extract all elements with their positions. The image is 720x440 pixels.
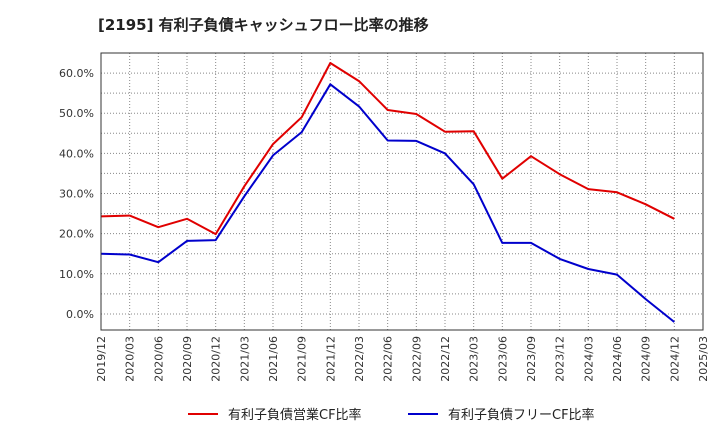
legend-label: 有利子負債営業CF比率 bbox=[228, 408, 362, 423]
x-tick-label: 2021/09 bbox=[296, 336, 309, 382]
series-lines bbox=[100, 62, 675, 323]
legend-item-free-cf: 有利子負債フリーCF比率 bbox=[408, 404, 595, 423]
x-tick-label: 2020/06 bbox=[152, 336, 165, 382]
line-chart: 0.0% 10.0% 20.0% 30.0% 40.0% 50.0% 60.0% 2019/… bbox=[59, 52, 710, 382]
x-tick-label: 2024/03 bbox=[582, 336, 595, 382]
x-tick-label: 2022/09 bbox=[410, 336, 423, 382]
legend: 有利子負債営業CF比率 有利子負債フリーCF比率 bbox=[0, 404, 720, 426]
legend-label: 有利子負債フリーCF比率 bbox=[448, 408, 595, 423]
x-tick-label: 2024/12 bbox=[668, 336, 681, 382]
grid-lines bbox=[100, 53, 704, 330]
x-tick-label: 2020/09 bbox=[181, 336, 194, 382]
chart-title: [2195] 有利子負債キャッシュフロー比率の推移 bbox=[98, 16, 429, 34]
x-tick-label: 2022/12 bbox=[439, 336, 452, 382]
y-tick-label: 60.0% bbox=[59, 67, 94, 80]
y-tick-label: 30.0% bbox=[59, 188, 94, 201]
x-tick-label: 2021/03 bbox=[238, 336, 251, 382]
x-tick-label: 2021/06 bbox=[267, 336, 280, 382]
x-tick-label: 2023/12 bbox=[554, 336, 567, 382]
x-tick-label: 2023/06 bbox=[496, 336, 509, 382]
legend-item-operating-cf: 有利子負債営業CF比率 bbox=[188, 404, 362, 423]
x-axis: 2019/12 2020/03 2020/06 2020/09 2020/12 2021/… bbox=[95, 336, 710, 382]
x-tick-label: 2020/03 bbox=[124, 336, 137, 382]
x-tick-label: 2025/03 bbox=[697, 336, 710, 382]
legend-swatch-red bbox=[188, 412, 218, 415]
y-tick-label: 20.0% bbox=[59, 228, 94, 241]
x-tick-label: 2020/12 bbox=[210, 336, 223, 382]
x-tick-label: 2023/03 bbox=[468, 336, 481, 382]
legend-swatch-blue bbox=[408, 412, 438, 415]
y-tick-label: 40.0% bbox=[59, 147, 94, 160]
plot-frame bbox=[100, 52, 704, 331]
x-tick-label: 2022/06 bbox=[382, 336, 395, 382]
y-tick-label: 0.0% bbox=[66, 308, 94, 321]
x-tick-label: 2024/09 bbox=[640, 336, 653, 382]
x-tick-label: 2019/12 bbox=[95, 336, 108, 382]
x-tick-label: 2022/03 bbox=[353, 336, 366, 382]
x-tick-label: 2021/12 bbox=[324, 336, 337, 382]
series-line-1 bbox=[100, 83, 675, 323]
y-axis: 0.0% 10.0% 20.0% 30.0% 40.0% 50.0% 60.0% bbox=[59, 67, 94, 321]
x-tick-label: 2024/06 bbox=[611, 336, 624, 382]
x-tick-label: 2023/09 bbox=[525, 336, 538, 382]
y-tick-label: 50.0% bbox=[59, 107, 94, 120]
y-tick-label: 10.0% bbox=[59, 268, 94, 281]
series-line-0 bbox=[100, 62, 675, 236]
